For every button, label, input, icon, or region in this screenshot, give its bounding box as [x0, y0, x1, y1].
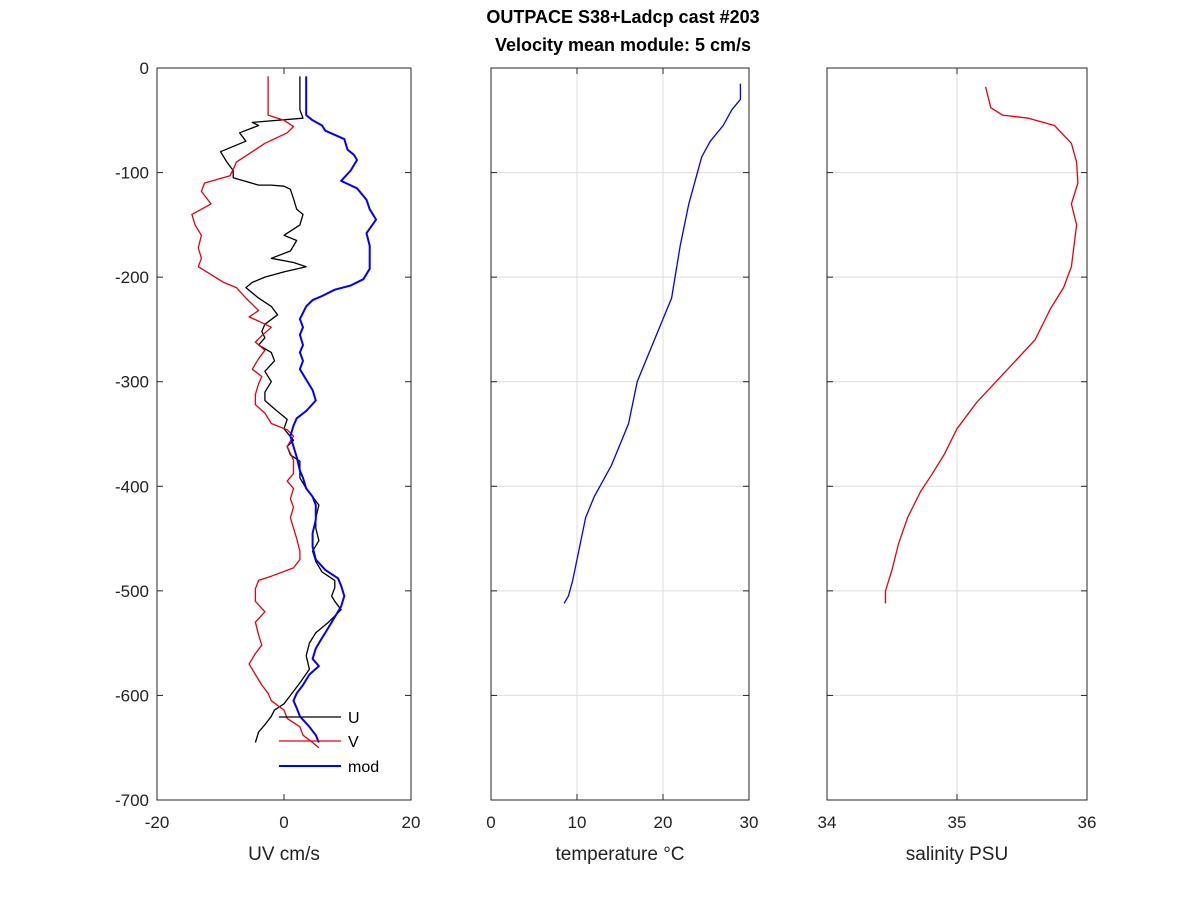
legend-label-mod: mod	[348, 759, 379, 776]
x-axis-label: UV cm/s	[248, 844, 320, 865]
series-line-p3	[884, 86, 1079, 604]
x-axis-label: salinity PSU	[906, 844, 1008, 865]
x-tick-label: 30	[740, 813, 759, 832]
x-axis-label: temperature °C	[555, 844, 684, 865]
y-tick-label: -300	[115, 373, 149, 392]
y-tick-label: -500	[115, 582, 149, 601]
legend-label-u: U	[348, 710, 360, 727]
panel-3: 34 35 36 salinity PSU	[818, 67, 1097, 865]
x-tick-label: 36	[1078, 813, 1097, 832]
axes-box	[490, 67, 750, 801]
y-tick-label: -400	[115, 477, 149, 496]
series-line-v	[191, 76, 320, 749]
title-line-1: OUTPACE S38+Ladcp cast #203	[486, 7, 759, 27]
x-tick-label: 10	[568, 813, 587, 832]
x-tick-label: 0	[486, 813, 495, 832]
y-tick-label: -100	[115, 164, 149, 183]
series-line-mod	[289, 76, 378, 743]
x-tick-label: -20	[145, 813, 170, 832]
x-tick-label: 34	[818, 813, 837, 832]
y-tick-label: -600	[115, 686, 149, 705]
x-tick-label: 0	[279, 813, 288, 832]
title-line-2: Velocity mean module: 5 cm/s	[495, 35, 751, 55]
x-tick-label: 20	[402, 813, 421, 832]
legend-label-v: V	[348, 734, 359, 751]
y-tick-label: -200	[115, 268, 149, 287]
axes-box	[156, 67, 412, 801]
x-tick-label: 20	[654, 813, 673, 832]
series-line-p2	[563, 83, 742, 604]
panel-2: 0 10 20 30 temperature °C	[486, 67, 759, 865]
y-tick-label: -700	[115, 791, 149, 810]
series-line-u	[219, 76, 342, 743]
x-tick-label: 35	[948, 813, 967, 832]
y-tick-label: 0	[140, 59, 149, 78]
